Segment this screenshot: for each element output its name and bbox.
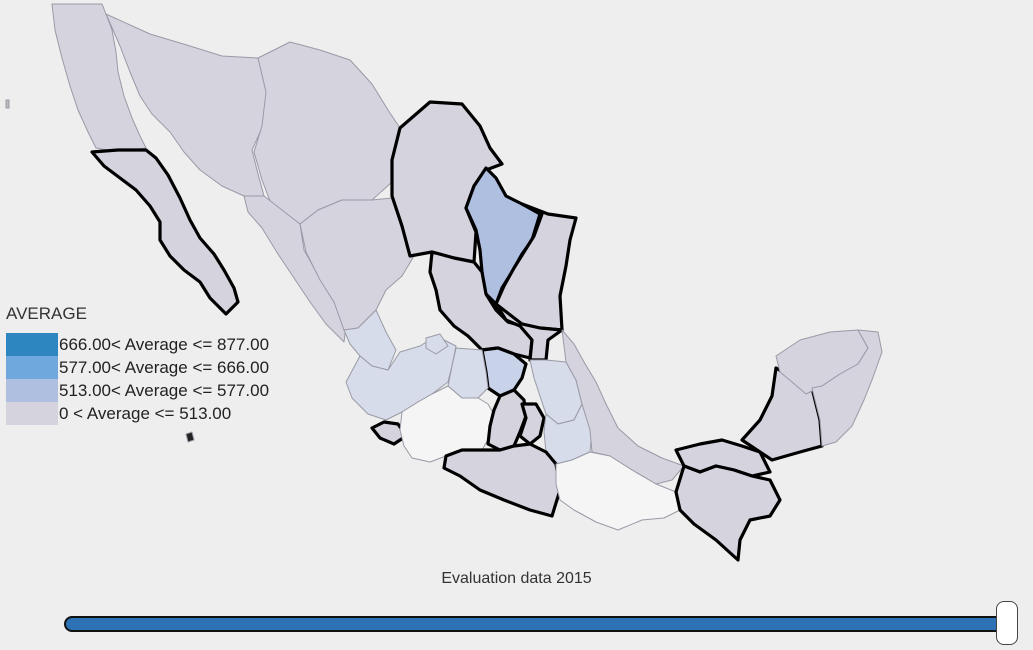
state-quintana-roo[interactable] bbox=[811, 329, 883, 447]
legend-label: 0 < Average <= 513.00 bbox=[59, 403, 232, 423]
state-veracruz[interactable] bbox=[561, 329, 685, 485]
legend-swatch bbox=[6, 356, 58, 379]
year-slider-track[interactable] bbox=[64, 616, 1014, 632]
slider-title: Evaluation data 2015 bbox=[441, 570, 592, 587]
state-nayarit[interactable] bbox=[343, 309, 397, 371]
state-chihuahua[interactable] bbox=[253, 41, 401, 225]
state-jalisco[interactable] bbox=[345, 335, 457, 421]
state-estado-de-mexico[interactable] bbox=[486, 388, 528, 452]
state-guerrero[interactable] bbox=[442, 442, 562, 518]
state-chiapas[interactable] bbox=[674, 464, 782, 562]
legend-item-upper-mid: 577.00< Average <= 666.00 bbox=[6, 356, 326, 379]
legend-label: 666.00< Average <= 877.00 bbox=[59, 334, 270, 354]
state-baja-california[interactable] bbox=[51, 3, 147, 153]
legend-label: 577.00< Average <= 666.00 bbox=[59, 357, 270, 377]
legend-title: AVERAGE bbox=[6, 304, 87, 323]
state-morelos[interactable] bbox=[518, 402, 546, 446]
legend-swatch bbox=[6, 333, 58, 356]
state-baja-california-sur[interactable] bbox=[90, 148, 240, 316]
legend-swatch bbox=[6, 402, 58, 425]
legend-swatch bbox=[6, 379, 58, 402]
legend-label: 513.00< Average <= 577.00 bbox=[59, 380, 270, 400]
state-aguascalientes[interactable] bbox=[425, 333, 449, 355]
legend-item-lower-mid: 513.00< Average <= 577.00 bbox=[6, 379, 326, 402]
state-oaxaca[interactable] bbox=[555, 451, 681, 531]
island-revillagigedo bbox=[185, 431, 195, 443]
state-sinaloa[interactable] bbox=[243, 195, 347, 343]
island-guadalupe bbox=[5, 99, 10, 109]
legend-item-low: 0 < Average <= 513.00 bbox=[6, 402, 326, 425]
state-durango[interactable] bbox=[299, 197, 415, 331]
mexico-choropleth-map bbox=[5, 3, 883, 562]
legend-item-high: 666.00< Average <= 877.00 bbox=[6, 333, 326, 356]
legend: AVERAGE 666.00< Average <= 877.00 577.00… bbox=[6, 304, 326, 425]
year-slider-handle[interactable] bbox=[996, 601, 1018, 645]
